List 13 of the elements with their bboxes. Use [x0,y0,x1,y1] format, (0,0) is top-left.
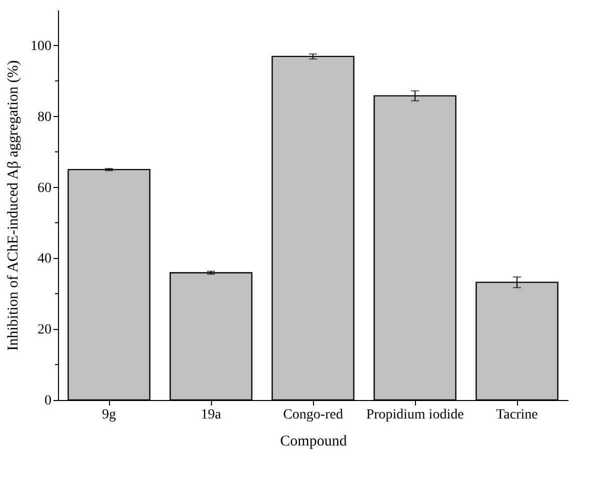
y-axis-title: Inhibition of AChE-induced Aβ aggregation (%) [6,60,22,351]
y-tick-label: 40 [38,252,52,267]
x-tick-label: 19a [200,408,222,422]
x-tick-label: Congo-red [283,408,343,422]
y-tick-label: 20 [38,322,52,338]
x-axis-title: Compound [280,434,348,450]
x-tick-label: Propidium iodide [366,408,464,422]
x-tick-label: 9g [102,408,116,422]
y-tick-label: 60 [38,180,52,196]
y-tick-label: 100 [30,38,52,54]
y-tick-label: 0 [44,394,52,408]
y-tick-label: 80 [38,110,52,125]
x-tick-label: Tacrine [496,408,538,422]
